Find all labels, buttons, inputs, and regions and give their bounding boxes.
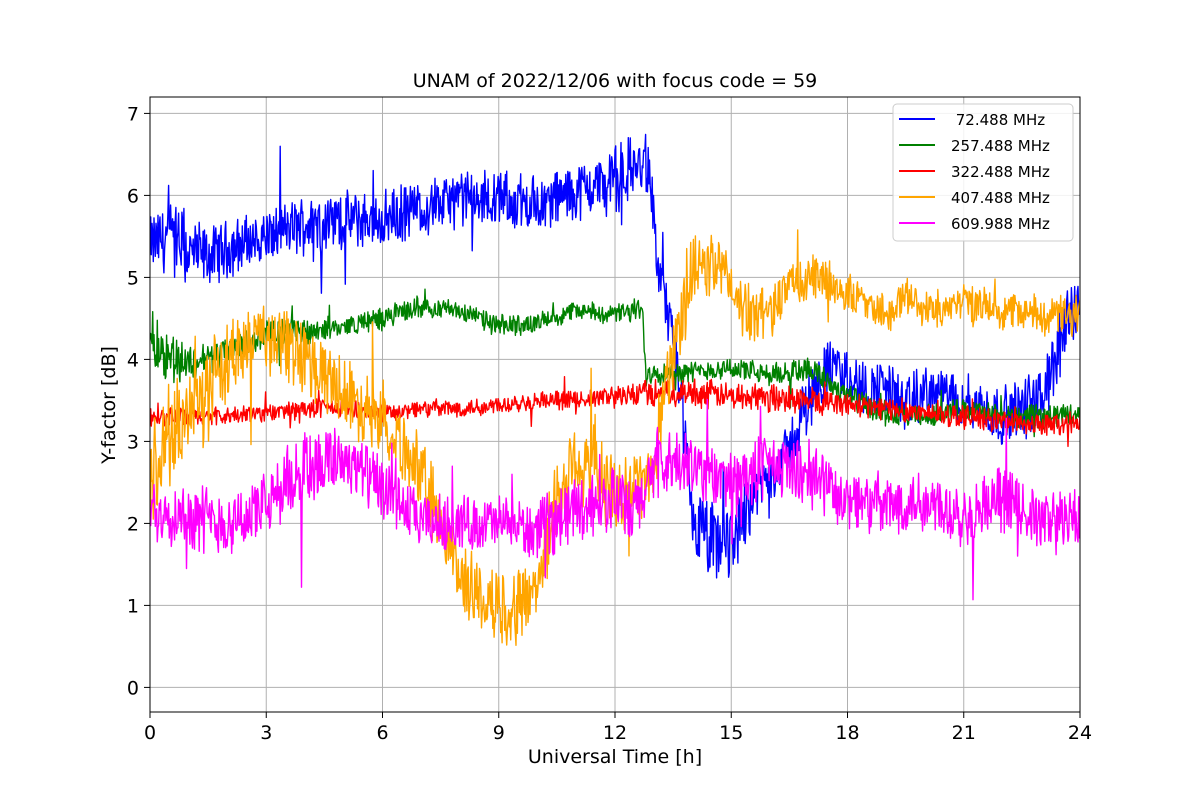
series-line bbox=[150, 133, 1080, 579]
x-tick-label: 24 bbox=[1068, 722, 1092, 744]
series-line bbox=[150, 376, 1080, 448]
legend-box bbox=[892, 103, 1074, 242]
x-axis: 0 3 6 9 12 15 18 21 24 bbox=[144, 712, 1092, 744]
y-tick-label: 2 bbox=[127, 513, 139, 535]
legend-label: 72.488 MHz bbox=[951, 111, 1045, 129]
x-tick-label: 18 bbox=[835, 722, 859, 744]
y-tick-label: 0 bbox=[127, 677, 139, 699]
chart-title: UNAM of 2022/12/06 with focus code = 59 bbox=[413, 70, 818, 92]
x-tick-label: 12 bbox=[603, 722, 627, 744]
y-tick-label: 7 bbox=[127, 103, 139, 125]
y-tick-label: 3 bbox=[127, 431, 139, 453]
x-tick-label: 21 bbox=[952, 722, 976, 744]
x-tick-label: 9 bbox=[493, 722, 505, 744]
x-tick-label: 6 bbox=[376, 722, 388, 744]
legend-label: 407.488 MHz bbox=[951, 189, 1050, 207]
x-tick-label: 15 bbox=[719, 722, 743, 744]
y-tick-label: 5 bbox=[127, 267, 139, 289]
series-line bbox=[150, 398, 1080, 601]
y-axis-title: Y-factor [dB] bbox=[98, 346, 120, 465]
x-tick-label: 3 bbox=[260, 722, 272, 744]
x-tick-label: 0 bbox=[144, 722, 156, 744]
plot-series-group bbox=[150, 133, 1080, 646]
legend-label: 257.488 MHz bbox=[951, 137, 1050, 155]
legend-label: 322.488 MHz bbox=[951, 163, 1050, 181]
y-axis: 0 1 2 3 4 5 6 7 bbox=[127, 103, 150, 699]
y-tick-label: 1 bbox=[127, 595, 139, 617]
legend-label: 609.988 MHz bbox=[951, 215, 1050, 233]
legend: 72.488 MHz 257.488 MHz 322.488 MHz 407.488 … bbox=[892, 103, 1074, 242]
y-tick-label: 4 bbox=[127, 349, 139, 371]
x-axis-title: Universal Time [h] bbox=[528, 746, 702, 768]
y-tick-label: 6 bbox=[127, 185, 139, 207]
series-line bbox=[150, 229, 1080, 646]
